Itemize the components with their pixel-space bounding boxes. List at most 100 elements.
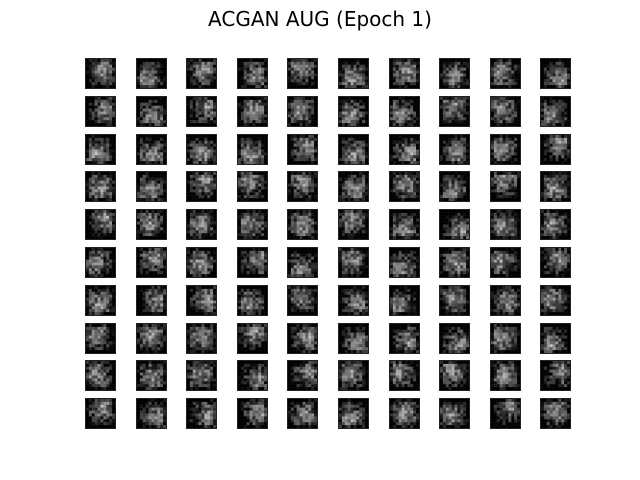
sample-image xyxy=(490,323,521,354)
sample-image-pixels xyxy=(137,97,166,126)
sample-image xyxy=(136,171,167,202)
sample-image-pixels xyxy=(390,59,419,88)
sample-image-pixels xyxy=(288,324,317,353)
sample-image xyxy=(237,247,268,278)
sample-image-pixels xyxy=(440,286,469,315)
sample-image-pixels xyxy=(491,248,520,277)
sample-image xyxy=(439,247,470,278)
sample-image xyxy=(439,134,470,165)
sample-image-pixels xyxy=(339,172,368,201)
sample-image xyxy=(136,360,167,391)
sample-image xyxy=(186,209,217,240)
sample-image xyxy=(186,285,217,316)
sample-image xyxy=(338,323,369,354)
sample-image xyxy=(338,285,369,316)
sample-image xyxy=(85,247,116,278)
sample-image-pixels xyxy=(288,135,317,164)
sample-image xyxy=(136,398,167,429)
sample-image-pixels xyxy=(238,97,267,126)
sample-image-pixels xyxy=(288,97,317,126)
sample-image xyxy=(389,247,420,278)
sample-image-pixels xyxy=(238,361,267,390)
sample-image xyxy=(490,171,521,202)
sample-image-pixels xyxy=(491,135,520,164)
sample-image xyxy=(287,247,318,278)
sample-image-pixels xyxy=(541,324,570,353)
sample-image-pixels xyxy=(339,248,368,277)
sample-image xyxy=(490,398,521,429)
sample-image xyxy=(136,209,167,240)
sample-image-pixels xyxy=(187,172,216,201)
sample-image xyxy=(237,58,268,89)
sample-image-pixels xyxy=(288,172,317,201)
sample-image xyxy=(186,171,217,202)
sample-image-pixels xyxy=(339,135,368,164)
sample-image xyxy=(85,171,116,202)
sample-image xyxy=(237,398,268,429)
sample-image xyxy=(136,58,167,89)
sample-image xyxy=(186,360,217,391)
sample-image-pixels xyxy=(187,248,216,277)
sample-image-pixels xyxy=(187,97,216,126)
sample-image-pixels xyxy=(390,399,419,428)
sample-image-pixels xyxy=(339,97,368,126)
sample-image-pixels xyxy=(491,210,520,239)
sample-image xyxy=(287,58,318,89)
sample-image xyxy=(85,398,116,429)
sample-image-pixels xyxy=(390,361,419,390)
sample-image-pixels xyxy=(86,286,115,315)
sample-image-pixels xyxy=(541,172,570,201)
sample-image xyxy=(540,285,571,316)
sample-image xyxy=(439,209,470,240)
sample-image xyxy=(85,58,116,89)
sample-image-pixels xyxy=(339,286,368,315)
sample-image xyxy=(338,247,369,278)
sample-image-pixels xyxy=(238,135,267,164)
sample-image-pixels xyxy=(187,286,216,315)
sample-image-pixels xyxy=(541,135,570,164)
sample-image-pixels xyxy=(339,59,368,88)
sample-image-pixels xyxy=(137,361,166,390)
sample-image xyxy=(237,285,268,316)
sample-image-pixels xyxy=(390,248,419,277)
sample-image-pixels xyxy=(86,210,115,239)
sample-image xyxy=(540,398,571,429)
sample-image xyxy=(389,58,420,89)
sample-image xyxy=(389,360,420,391)
sample-image xyxy=(389,134,420,165)
sample-image-pixels xyxy=(390,210,419,239)
sample-image xyxy=(439,96,470,127)
sample-image xyxy=(439,323,470,354)
sample-image xyxy=(287,209,318,240)
sample-image-pixels xyxy=(491,172,520,201)
sample-image-pixels xyxy=(491,361,520,390)
sample-image xyxy=(439,58,470,89)
sample-image xyxy=(237,134,268,165)
sample-image-pixels xyxy=(541,210,570,239)
sample-image-pixels xyxy=(390,286,419,315)
sample-image xyxy=(338,96,369,127)
sample-image xyxy=(338,58,369,89)
sample-image-pixels xyxy=(390,324,419,353)
sample-image xyxy=(186,398,217,429)
sample-image xyxy=(237,209,268,240)
sample-image xyxy=(338,360,369,391)
sample-image-pixels xyxy=(288,361,317,390)
sample-image xyxy=(540,134,571,165)
sample-image-pixels xyxy=(137,135,166,164)
sample-image xyxy=(540,171,571,202)
sample-image-pixels xyxy=(238,286,267,315)
sample-image-pixels xyxy=(137,399,166,428)
sample-image xyxy=(389,209,420,240)
sample-image xyxy=(186,323,217,354)
sample-image-pixels xyxy=(238,59,267,88)
sample-image-pixels xyxy=(187,324,216,353)
sample-image-pixels xyxy=(440,399,469,428)
sample-image xyxy=(85,209,116,240)
sample-image xyxy=(389,323,420,354)
sample-image-pixels xyxy=(288,59,317,88)
sample-image-pixels xyxy=(339,361,368,390)
sample-image xyxy=(136,96,167,127)
figure-title: ACGAN AUG (Epoch 1) xyxy=(208,7,432,31)
